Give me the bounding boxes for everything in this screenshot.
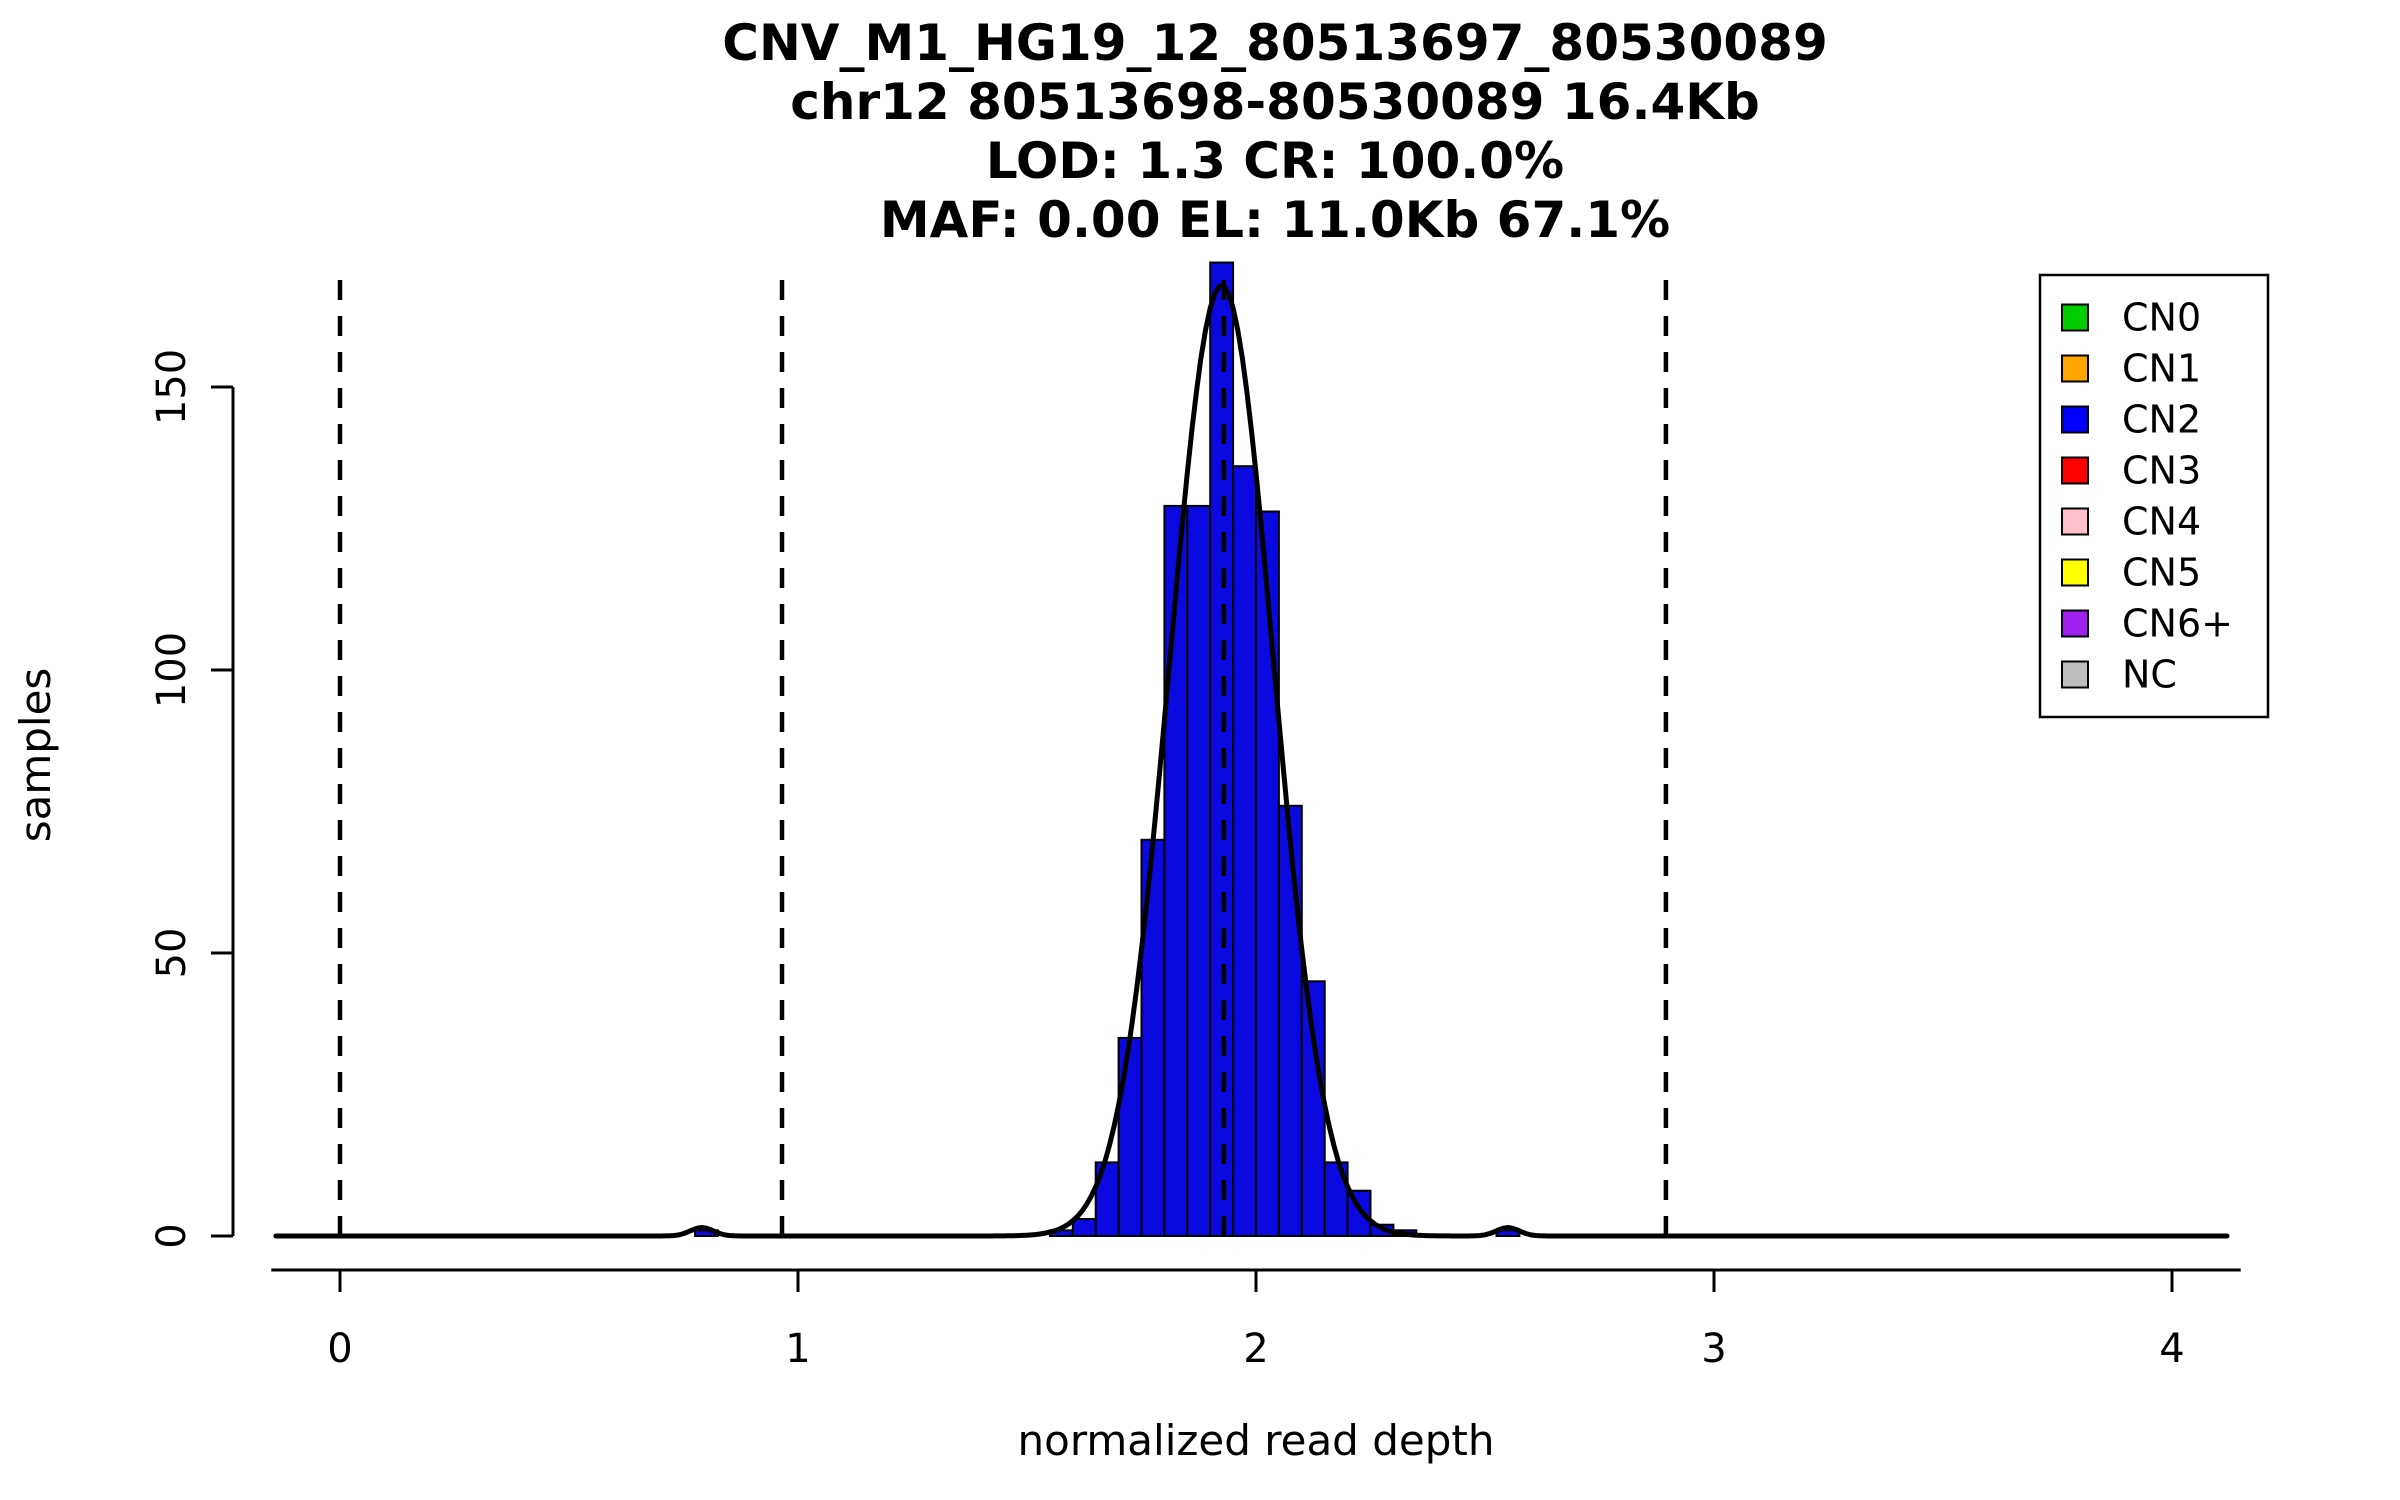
histogram-bar [1232, 465, 1257, 1237]
legend-label-cn0: CN0 [2122, 296, 2201, 340]
y-axis-tick-label: 150 [149, 349, 195, 425]
legend-swatch-cn6+ [2061, 609, 2089, 638]
legend-label-nc: NC [2122, 653, 2177, 697]
title-line-1: CNV_M1_HG19_12_80513697_80530089 [722, 14, 1827, 72]
legend-swatch-cn4 [2061, 507, 2089, 536]
x-axis-tick-label: 1 [785, 1326, 810, 1372]
x-axis-tick-label: 0 [327, 1326, 352, 1372]
title-line-4: MAF: 0.00 EL: 11.0Kb 67.1% [880, 191, 1670, 249]
legend-swatch-cn5 [2061, 558, 2089, 587]
x-axis-title: normalized read depth [1018, 1416, 1495, 1465]
histogram-bar [1186, 504, 1212, 1237]
histogram-bar [1277, 804, 1303, 1237]
legend-label-cn2: CN2 [2122, 398, 2201, 442]
x-axis-tick-label: 4 [2159, 1326, 2184, 1372]
legend-swatch-cn0 [2061, 303, 2089, 332]
title-line-3: LOD: 1.3 CR: 100.0% [986, 132, 1564, 190]
legend-swatch-cn1 [2061, 354, 2089, 383]
legend-swatch-cn3 [2061, 456, 2089, 485]
legend-swatch-nc [2061, 660, 2089, 689]
y-axis-tick-label: 50 [149, 928, 195, 979]
x-axis-tick-label: 2 [1243, 1326, 1268, 1372]
legend-label-cn3: CN3 [2122, 449, 2201, 493]
legend-box [2038, 273, 2270, 719]
y-axis-tick-label: 100 [149, 632, 195, 708]
title-line-2: chr12 80513698-80530089 16.4Kb [790, 73, 1760, 131]
legend-swatch-cn2 [2061, 405, 2089, 434]
legend-label-cn6+: CN6+ [2122, 602, 2233, 646]
legend-label-cn1: CN1 [2122, 347, 2201, 391]
y-axis-title: samples [11, 668, 60, 843]
legend-label-cn4: CN4 [2122, 500, 2201, 544]
histogram-bar [1117, 1036, 1143, 1238]
legend-label-cn5: CN5 [2122, 551, 2201, 595]
histogram-bar [1071, 1218, 1097, 1237]
histogram-bar [1209, 261, 1235, 1237]
gaussian-fit-curve [273, 283, 2230, 1239]
y-axis-tick-label: 0 [149, 1223, 195, 1248]
x-axis-tick-label: 3 [1701, 1326, 1726, 1372]
